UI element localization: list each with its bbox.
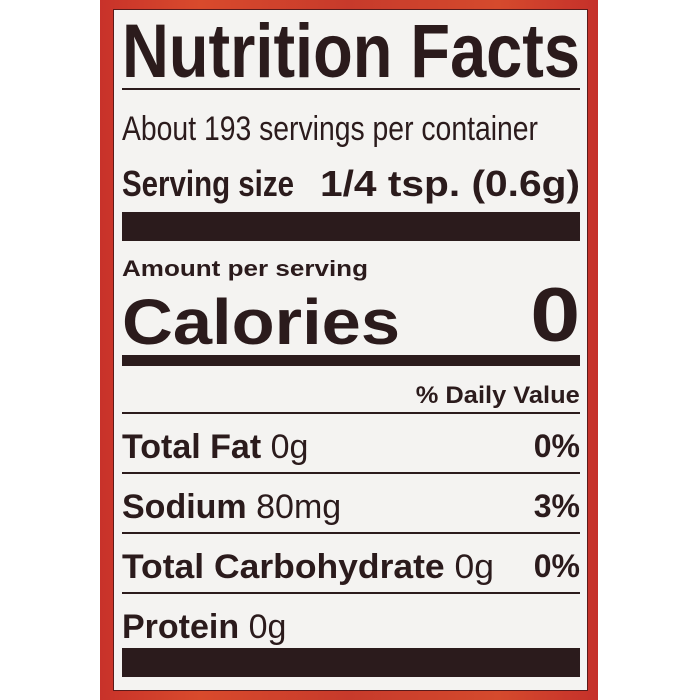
nutrient-name: Total Carbohydrate (122, 548, 445, 586)
nutrient-dv: 0% (533, 428, 580, 464)
nutrient-amount: 80mg (256, 488, 342, 526)
nutrient-name: Sodium (122, 488, 247, 526)
thick-divider (122, 648, 580, 677)
servings-per-container: About 193 servings per container (122, 110, 538, 148)
divider (122, 472, 580, 474)
medium-divider (122, 355, 580, 366)
nutrient-amount: 0g (248, 608, 287, 646)
nutrient-row-protein: Protein 0g (122, 610, 286, 644)
nutrient-row-sodium: Sodium 80mg (122, 490, 341, 524)
nutrient-dv: 3% (533, 488, 580, 524)
divider (122, 532, 580, 534)
nutrient-row-total-carbohydrate: Total Carbohydrate 0g (122, 550, 494, 584)
serving-size-value: 1/4 tsp. (0.6g) (320, 163, 580, 204)
nutrient-name: Protein (122, 608, 240, 646)
calories-value: 0 (530, 273, 580, 358)
thick-divider (122, 212, 580, 241)
nutrient-amount: 0g (270, 428, 309, 466)
nutrient-name: Total Fat (122, 428, 262, 466)
serving-size-label: Serving size (122, 163, 294, 204)
calories-label: Calories (122, 286, 400, 358)
amount-per-serving: Amount per serving (122, 256, 368, 281)
nutrition-label-panel (113, 9, 588, 691)
nutrient-row-total-fat: Total Fat 0g (122, 430, 308, 464)
label-title: Nutrition Facts (122, 9, 580, 94)
divider (122, 88, 580, 90)
nutrient-dv: 0% (533, 548, 580, 584)
divider (122, 412, 580, 414)
divider (122, 592, 580, 594)
nutrient-amount: 0g (454, 548, 494, 586)
daily-value-header: % Daily Value (416, 382, 580, 409)
